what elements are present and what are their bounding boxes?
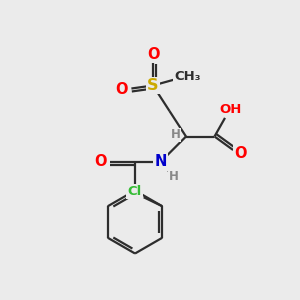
Text: H: H: [169, 169, 179, 183]
Text: H: H: [171, 128, 180, 142]
Text: N: N: [154, 154, 167, 169]
Text: Cl: Cl: [128, 185, 142, 198]
Text: O: O: [148, 46, 160, 62]
Text: O: O: [234, 146, 247, 160]
Text: O: O: [116, 82, 128, 98]
Text: OH: OH: [219, 103, 242, 116]
Text: CH₃: CH₃: [174, 70, 200, 83]
Text: O: O: [94, 154, 107, 169]
Text: S: S: [147, 78, 159, 93]
